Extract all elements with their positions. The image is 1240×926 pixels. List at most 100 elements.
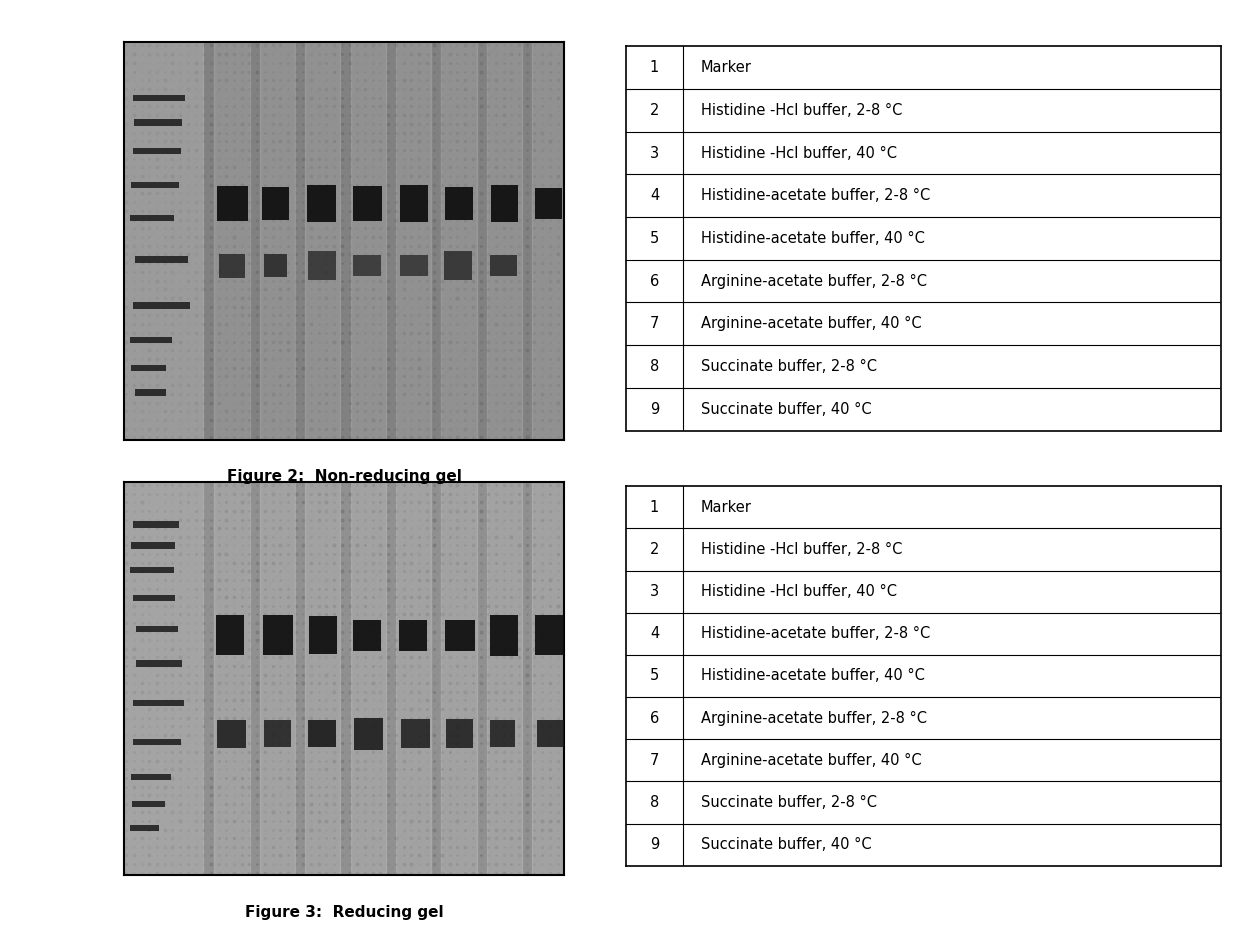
- Bar: [263, 615, 293, 656]
- Bar: [353, 619, 381, 651]
- Text: Figure 2:  Non-reducing gel: Figure 2: Non-reducing gel: [227, 469, 461, 484]
- Text: Succinate buffer, 40 °C: Succinate buffer, 40 °C: [701, 837, 872, 852]
- Bar: [491, 185, 518, 222]
- Bar: [217, 615, 244, 656]
- Bar: [308, 185, 336, 221]
- Text: 7: 7: [650, 317, 660, 332]
- Bar: [487, 42, 522, 440]
- Bar: [133, 521, 179, 528]
- Bar: [215, 482, 249, 875]
- Bar: [134, 119, 182, 126]
- Bar: [133, 148, 181, 155]
- Bar: [396, 42, 432, 440]
- Bar: [217, 186, 248, 221]
- Text: Histidine-acetate buffer, 40 °C: Histidine-acetate buffer, 40 °C: [701, 669, 925, 683]
- Text: Succinate buffer, 40 °C: Succinate buffer, 40 °C: [701, 402, 872, 417]
- Bar: [309, 616, 337, 655]
- Bar: [136, 626, 177, 632]
- Bar: [215, 42, 249, 440]
- Text: Marker: Marker: [701, 500, 751, 515]
- Bar: [133, 303, 190, 308]
- Bar: [351, 42, 386, 440]
- Bar: [532, 482, 568, 875]
- Bar: [130, 567, 174, 573]
- Bar: [135, 390, 166, 395]
- Bar: [399, 256, 428, 276]
- Bar: [133, 700, 184, 706]
- Bar: [353, 718, 383, 749]
- Bar: [446, 720, 474, 748]
- Bar: [490, 720, 516, 747]
- Text: Histidine-acetate buffer, 40 °C: Histidine-acetate buffer, 40 °C: [701, 231, 925, 246]
- Text: 4: 4: [650, 188, 660, 203]
- Bar: [305, 42, 340, 440]
- Text: 6: 6: [650, 274, 660, 289]
- Text: Figure 3:  Reducing gel: Figure 3: Reducing gel: [244, 905, 444, 920]
- Bar: [131, 181, 180, 188]
- Bar: [444, 251, 471, 280]
- Bar: [124, 482, 203, 875]
- Text: 4: 4: [650, 626, 660, 642]
- Bar: [532, 42, 568, 440]
- Text: 1: 1: [650, 500, 660, 515]
- Bar: [490, 256, 517, 276]
- Bar: [305, 482, 340, 875]
- Bar: [217, 720, 246, 747]
- Bar: [308, 251, 336, 280]
- Bar: [264, 254, 288, 278]
- Text: Histidine -Hcl buffer, 2-8 °C: Histidine -Hcl buffer, 2-8 °C: [701, 103, 901, 118]
- Bar: [441, 42, 476, 440]
- Bar: [445, 187, 472, 220]
- Bar: [219, 254, 244, 278]
- Text: 2: 2: [650, 103, 660, 118]
- Bar: [135, 257, 187, 263]
- Text: 3: 3: [650, 145, 658, 160]
- Text: Histidine-acetate buffer, 2-8 °C: Histidine-acetate buffer, 2-8 °C: [701, 626, 930, 642]
- Text: 8: 8: [650, 359, 660, 374]
- Bar: [396, 482, 432, 875]
- Bar: [133, 94, 185, 101]
- Text: Succinate buffer, 2-8 °C: Succinate buffer, 2-8 °C: [701, 795, 877, 810]
- Text: Arginine-acetate buffer, 2-8 °C: Arginine-acetate buffer, 2-8 °C: [701, 710, 926, 726]
- Bar: [130, 825, 159, 832]
- Bar: [398, 619, 427, 651]
- Bar: [136, 660, 182, 667]
- Text: Histidine -Hcl buffer, 2-8 °C: Histidine -Hcl buffer, 2-8 °C: [701, 542, 901, 557]
- Text: Arginine-acetate buffer, 2-8 °C: Arginine-acetate buffer, 2-8 °C: [701, 274, 926, 289]
- Bar: [130, 215, 174, 221]
- Bar: [353, 255, 381, 277]
- Bar: [401, 185, 428, 222]
- Text: 8: 8: [650, 795, 660, 810]
- Text: 2: 2: [650, 542, 660, 557]
- Bar: [441, 482, 476, 875]
- Bar: [490, 615, 517, 656]
- Bar: [401, 719, 430, 748]
- Text: 3: 3: [650, 584, 658, 599]
- Text: Histidine-acetate buffer, 2-8 °C: Histidine-acetate buffer, 2-8 °C: [701, 188, 930, 203]
- Text: 5: 5: [650, 231, 660, 246]
- Bar: [259, 482, 295, 875]
- Bar: [131, 773, 171, 780]
- Bar: [487, 482, 522, 875]
- Text: Histidine -Hcl buffer, 40 °C: Histidine -Hcl buffer, 40 °C: [701, 584, 897, 599]
- Bar: [536, 188, 562, 219]
- Text: 1: 1: [650, 60, 660, 75]
- Bar: [133, 595, 175, 601]
- Text: Marker: Marker: [701, 60, 751, 75]
- Bar: [351, 482, 386, 875]
- Text: Arginine-acetate buffer, 40 °C: Arginine-acetate buffer, 40 °C: [701, 317, 921, 332]
- Bar: [353, 186, 382, 221]
- Bar: [264, 720, 291, 747]
- Text: 7: 7: [650, 753, 660, 768]
- Bar: [124, 42, 203, 440]
- Bar: [445, 619, 475, 651]
- Bar: [534, 615, 564, 656]
- Bar: [131, 801, 165, 807]
- Bar: [133, 739, 181, 745]
- Text: 5: 5: [650, 669, 660, 683]
- Bar: [537, 720, 564, 747]
- Bar: [259, 42, 295, 440]
- Text: Arginine-acetate buffer, 40 °C: Arginine-acetate buffer, 40 °C: [701, 753, 921, 768]
- Text: Succinate buffer, 2-8 °C: Succinate buffer, 2-8 °C: [701, 359, 877, 374]
- Text: 9: 9: [650, 402, 660, 417]
